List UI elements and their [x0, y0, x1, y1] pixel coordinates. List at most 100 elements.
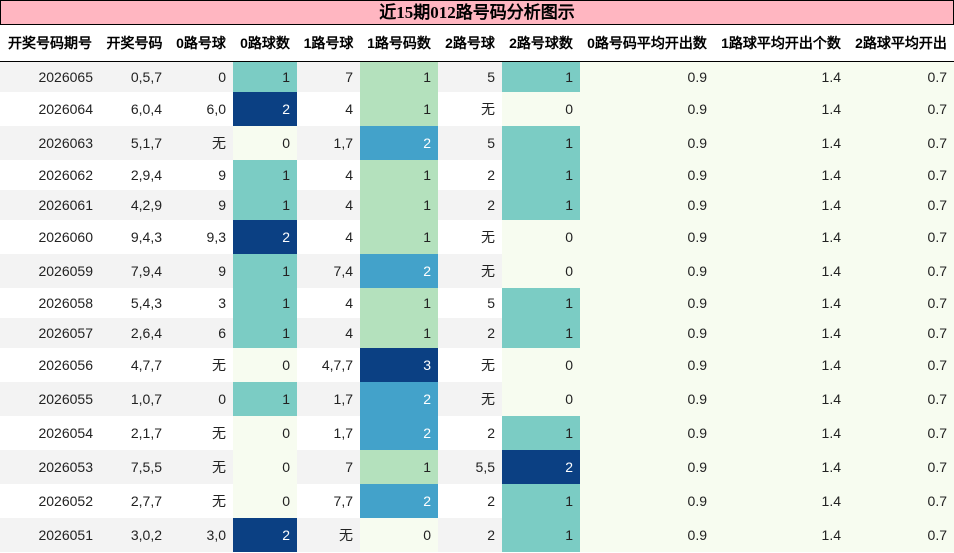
- table-cell[interactable]: 0.7: [848, 91, 954, 126]
- table-cell[interactable]: 1: [233, 189, 297, 220]
- table-cell[interactable]: 2: [360, 381, 438, 416]
- table-cell[interactable]: 0.7: [848, 415, 954, 450]
- table-cell[interactable]: 1.4: [714, 159, 848, 190]
- table-cell[interactable]: 1: [502, 125, 580, 160]
- table-cell[interactable]: 2: [360, 415, 438, 450]
- table-cell[interactable]: 1: [502, 61, 580, 92]
- table-cell[interactable]: 0.7: [848, 125, 954, 160]
- table-cell[interactable]: 1,7: [297, 381, 360, 416]
- table-cell[interactable]: 1: [360, 189, 438, 220]
- column-header[interactable]: 1路球平均开出个数: [714, 25, 848, 62]
- table-cell[interactable]: 2026052: [0, 483, 100, 518]
- table-cell[interactable]: 0: [233, 483, 297, 518]
- table-cell[interactable]: 0.9: [580, 189, 714, 220]
- table-cell[interactable]: 1: [360, 317, 438, 348]
- table-cell[interactable]: 4: [297, 317, 360, 348]
- table-cell[interactable]: 5: [438, 125, 502, 160]
- table-cell[interactable]: 1.4: [714, 287, 848, 318]
- table-cell[interactable]: 4: [297, 159, 360, 190]
- table-cell[interactable]: 2: [438, 189, 502, 220]
- table-cell[interactable]: 1: [233, 381, 297, 416]
- table-cell[interactable]: 5: [438, 61, 502, 92]
- table-cell[interactable]: 1,7: [297, 415, 360, 450]
- table-cell[interactable]: 1.4: [714, 219, 848, 254]
- table-cell[interactable]: 6,0,4: [100, 91, 169, 126]
- table-cell[interactable]: 2: [438, 159, 502, 190]
- column-header[interactable]: 1路号码数: [360, 25, 438, 62]
- table-cell[interactable]: 0.9: [580, 159, 714, 190]
- table-cell[interactable]: 无: [438, 347, 502, 382]
- table-cell[interactable]: 7: [297, 61, 360, 92]
- table-cell[interactable]: 5,5: [438, 449, 502, 484]
- table-cell[interactable]: 2: [502, 449, 580, 484]
- column-header[interactable]: 开奖号码期号: [0, 25, 100, 62]
- table-cell[interactable]: 2: [360, 125, 438, 160]
- table-cell[interactable]: 0: [233, 449, 297, 484]
- table-cell[interactable]: 0.9: [580, 381, 714, 416]
- table-cell[interactable]: 1.4: [714, 189, 848, 220]
- table-cell[interactable]: 无: [297, 517, 360, 552]
- table-cell[interactable]: 4: [297, 189, 360, 220]
- table-cell[interactable]: 6: [169, 317, 233, 348]
- table-cell[interactable]: 7,5,5: [100, 449, 169, 484]
- table-cell[interactable]: 1: [233, 287, 297, 318]
- table-cell[interactable]: 2026059: [0, 253, 100, 288]
- table-cell[interactable]: 0: [502, 219, 580, 254]
- table-cell[interactable]: 1.4: [714, 125, 848, 160]
- table-cell[interactable]: 0.7: [848, 347, 954, 382]
- table-cell[interactable]: 1: [360, 91, 438, 126]
- table-cell[interactable]: 6,0: [169, 91, 233, 126]
- column-header[interactable]: 1路号球: [297, 25, 360, 62]
- table-cell[interactable]: 2: [233, 219, 297, 254]
- table-cell[interactable]: 7,7: [297, 483, 360, 518]
- table-cell[interactable]: 9,4,3: [100, 219, 169, 254]
- column-header[interactable]: 2路号球数: [502, 25, 580, 62]
- table-cell[interactable]: 0: [169, 381, 233, 416]
- table-cell[interactable]: 无: [438, 91, 502, 126]
- table-cell[interactable]: 0.9: [580, 517, 714, 552]
- table-cell[interactable]: 0: [233, 347, 297, 382]
- table-cell[interactable]: 0.9: [580, 253, 714, 288]
- table-cell[interactable]: 0.9: [580, 449, 714, 484]
- table-cell[interactable]: 2: [438, 483, 502, 518]
- table-cell[interactable]: 5: [438, 287, 502, 318]
- table-cell[interactable]: 0.7: [848, 287, 954, 318]
- table-cell[interactable]: 9: [169, 159, 233, 190]
- table-cell[interactable]: 2026051: [0, 517, 100, 552]
- table-cell[interactable]: 1: [360, 287, 438, 318]
- table-cell[interactable]: 0.9: [580, 125, 714, 160]
- table-cell[interactable]: 2: [438, 317, 502, 348]
- table-cell[interactable]: 0: [169, 61, 233, 92]
- table-cell[interactable]: 1.4: [714, 347, 848, 382]
- table-cell[interactable]: 9,3: [169, 219, 233, 254]
- table-cell[interactable]: 1: [233, 317, 297, 348]
- table-cell[interactable]: 0.9: [580, 219, 714, 254]
- column-header[interactable]: 0路球数: [233, 25, 297, 62]
- table-cell[interactable]: 4,7,7: [297, 347, 360, 382]
- table-cell[interactable]: 2026058: [0, 287, 100, 318]
- table-cell[interactable]: 0.7: [848, 381, 954, 416]
- column-header[interactable]: 开奖号码: [100, 25, 169, 62]
- table-cell[interactable]: 4,2,9: [100, 189, 169, 220]
- table-cell[interactable]: 1: [502, 287, 580, 318]
- table-cell[interactable]: 无: [169, 483, 233, 518]
- table-cell[interactable]: 0.7: [848, 483, 954, 518]
- table-cell[interactable]: 2026063: [0, 125, 100, 160]
- table-cell[interactable]: 3,0,2: [100, 517, 169, 552]
- table-cell[interactable]: 4: [297, 287, 360, 318]
- table-cell[interactable]: 1: [233, 159, 297, 190]
- table-cell[interactable]: 4,7,7: [100, 347, 169, 382]
- table-cell[interactable]: 0.9: [580, 61, 714, 92]
- table-cell[interactable]: 无: [169, 125, 233, 160]
- table-cell[interactable]: 0: [502, 347, 580, 382]
- table-cell[interactable]: 2: [438, 517, 502, 552]
- table-cell[interactable]: 0.7: [848, 61, 954, 92]
- table-cell[interactable]: 0: [233, 415, 297, 450]
- table-cell[interactable]: 0.7: [848, 189, 954, 220]
- table-cell[interactable]: 0: [360, 517, 438, 552]
- table-cell[interactable]: 1.4: [714, 449, 848, 484]
- table-cell[interactable]: 5,1,7: [100, 125, 169, 160]
- table-cell[interactable]: 2,7,7: [100, 483, 169, 518]
- table-cell[interactable]: 1: [502, 415, 580, 450]
- table-cell[interactable]: 1.4: [714, 61, 848, 92]
